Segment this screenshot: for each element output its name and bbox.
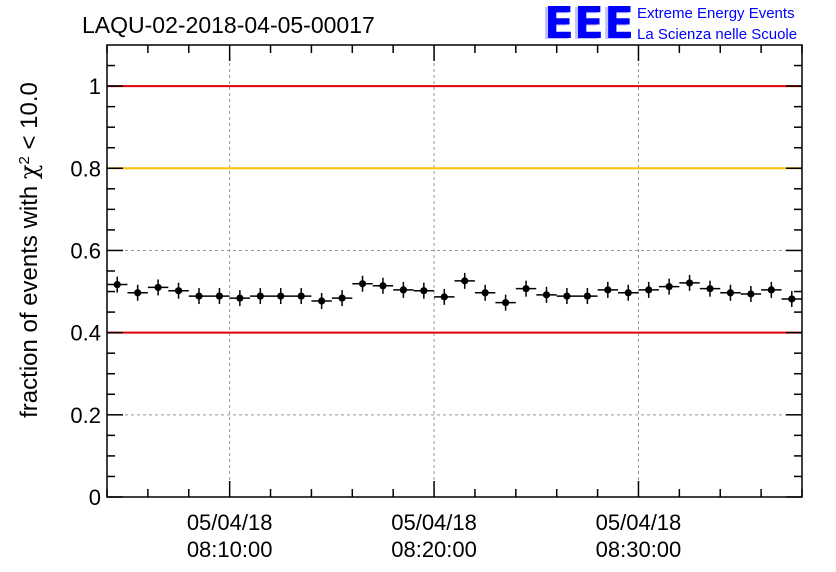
data-point [658, 278, 680, 295]
point-marker [747, 290, 755, 298]
logo-line2: La Scienza nelle Scuole [637, 26, 797, 43]
x-tick-label-date: 05/04/18 [391, 510, 477, 535]
grid-layer [107, 45, 802, 497]
point-marker [481, 289, 489, 297]
y-axis-label-chi: χ [15, 164, 43, 179]
data-point [229, 290, 251, 307]
point-marker [399, 286, 407, 294]
point-marker [542, 291, 551, 299]
point-marker [174, 287, 183, 295]
data-point [474, 284, 496, 301]
x-tick-label-date: 05/04/18 [187, 510, 273, 535]
x-tick-label-date: 05/04/18 [596, 510, 682, 535]
point-marker [154, 283, 162, 292]
point-marker [502, 299, 510, 307]
point-marker [767, 286, 775, 294]
y-tick-label: 0.2 [70, 403, 101, 428]
data-point [740, 286, 762, 303]
y-tick-label: 0 [89, 485, 101, 510]
data-point [761, 281, 782, 298]
point-marker [624, 289, 632, 297]
data-point [311, 292, 332, 309]
y-tick-label: 1 [89, 74, 101, 99]
point-marker [256, 292, 264, 300]
point-marker [195, 292, 203, 300]
point-marker [461, 277, 469, 285]
point-marker [215, 292, 224, 300]
chart-title: LAQU-02-2018-04-05-00017 [82, 12, 375, 38]
point-marker [297, 292, 305, 300]
point-marker [236, 294, 244, 302]
point-marker [583, 292, 591, 300]
point-marker [277, 292, 285, 300]
plot-frame [106, 44, 803, 498]
data-point [454, 272, 475, 289]
point-marker [604, 286, 612, 294]
logo-line1: Extreme Energy Events [637, 5, 795, 22]
point-marker [685, 279, 694, 287]
eee-logo: EEE EEE Extreme Energy Events La Scienza… [541, 0, 797, 50]
y-axis-label-tail: < 10.0 [16, 82, 43, 156]
data-point [393, 281, 414, 298]
point-marker [706, 285, 714, 293]
data-point [720, 284, 741, 301]
data-point [147, 279, 169, 296]
point-marker [563, 292, 571, 300]
logo-eee-shadow: EEE [541, 0, 631, 50]
point-marker [522, 285, 530, 293]
data-point [699, 280, 721, 297]
reference-lines [107, 85, 802, 334]
tick-labels: 00.20.40.60.8105/04/1808:10:0005/04/1808… [70, 74, 681, 562]
data-point [638, 281, 659, 298]
point-marker [379, 282, 387, 290]
data-point [250, 288, 271, 305]
point-marker [788, 295, 796, 303]
data-point [209, 288, 230, 305]
data-point [679, 274, 700, 291]
y-tick-label: 0.6 [70, 238, 101, 263]
data-point [556, 288, 578, 305]
data-point [352, 275, 373, 292]
data-point [331, 290, 353, 307]
data-point [597, 281, 619, 298]
logo-eee-text: EEE [544, 0, 634, 49]
data-point [536, 286, 557, 303]
data-point [781, 290, 802, 307]
data-point [495, 294, 516, 311]
data-point [618, 284, 639, 301]
data-point [413, 282, 435, 299]
x-tick-label-time: 08:30:00 [596, 537, 682, 562]
point-marker [645, 286, 653, 294]
data-point [290, 288, 312, 305]
point-marker [338, 294, 346, 302]
point-marker [134, 289, 142, 297]
point-marker [358, 280, 367, 288]
y-axis-label: fraction of events with χ2 < 10.0 [15, 82, 43, 418]
y-axis-label-main: fraction of events with [16, 179, 43, 418]
data-point [188, 288, 210, 305]
point-marker [665, 283, 673, 291]
y-axis-label-sup: 2 [16, 156, 33, 164]
y-tick-label: 0.4 [70, 321, 101, 346]
data-point [127, 284, 148, 301]
y-tick-label: 0.8 [70, 156, 101, 181]
x-tick-label-time: 08:20:00 [391, 537, 477, 562]
data-points [107, 272, 802, 311]
point-marker [726, 289, 735, 297]
data-point [577, 288, 598, 305]
data-point [372, 277, 394, 294]
x-tick-label-time: 08:10:00 [187, 537, 273, 562]
point-marker [113, 280, 121, 289]
point-marker [420, 287, 428, 295]
data-point [270, 288, 291, 305]
data-point [515, 280, 537, 297]
point-marker [318, 297, 326, 305]
data-point [434, 288, 455, 305]
point-marker [440, 293, 448, 301]
data-point [107, 276, 128, 293]
data-point [168, 282, 189, 299]
axes [106, 44, 803, 498]
